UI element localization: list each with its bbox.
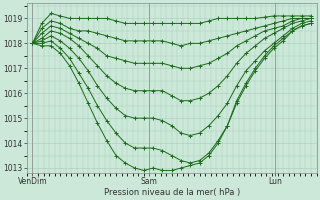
X-axis label: Pression niveau de la mer( hPa ): Pression niveau de la mer( hPa )	[104, 188, 240, 197]
